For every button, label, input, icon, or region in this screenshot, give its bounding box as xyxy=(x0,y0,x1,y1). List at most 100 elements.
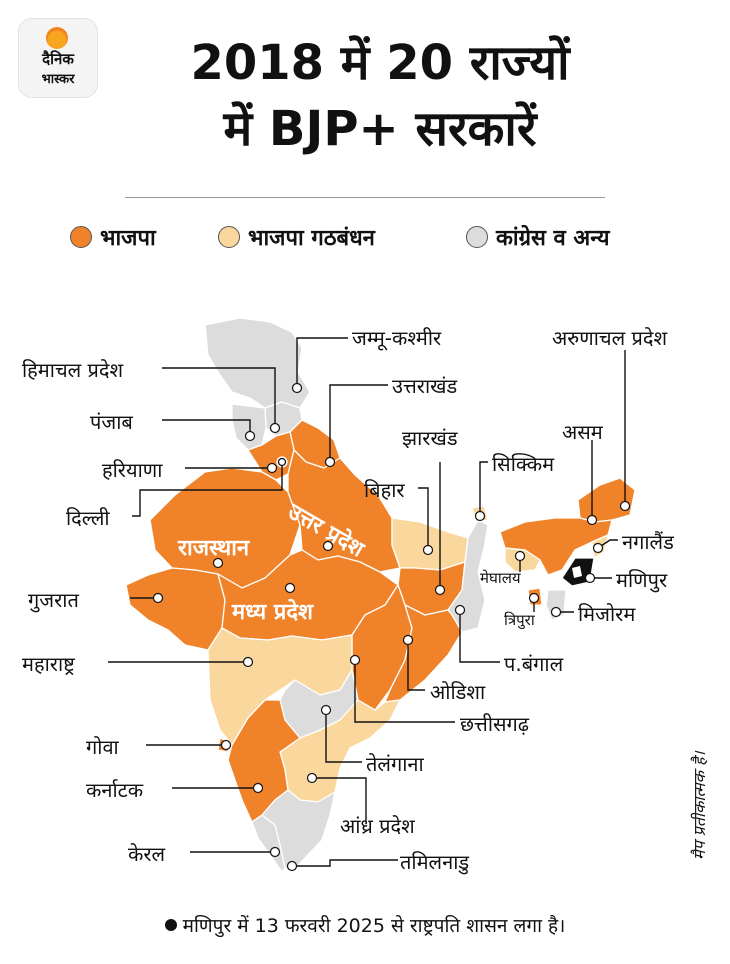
dot-delhi xyxy=(277,457,287,467)
dot-gujarat xyxy=(152,592,164,604)
leader-westbengal xyxy=(459,610,500,663)
label-kerala: केरल xyxy=(128,842,166,866)
label-meghalaya: मेघालय xyxy=(480,569,521,587)
dot-chhattisgarh xyxy=(349,654,361,666)
dot-tamilnadu xyxy=(286,860,298,872)
label-delhi: दिल्ली xyxy=(66,506,110,530)
legend-label-bjp: भाजपा xyxy=(100,226,156,251)
legend-swatch-bjp xyxy=(70,226,92,248)
label-andhra-pradesh: आंध्र प्रदेश xyxy=(340,814,415,838)
dot-himachal xyxy=(269,422,281,434)
state-bihar xyxy=(391,517,469,571)
dot-bihar xyxy=(422,544,434,556)
legend-item-congress-other: कांग्रेस व अन्य xyxy=(466,222,609,252)
onmap-label-rajasthan: राजस्थान xyxy=(178,536,250,561)
label-bihar: बिहार xyxy=(364,478,405,502)
bullet-icon xyxy=(164,919,177,931)
leader-andhra xyxy=(312,777,367,822)
dot-jk xyxy=(291,382,303,394)
legend-item-bjp: भाजपा xyxy=(70,222,156,252)
leader-uttarakhand xyxy=(329,384,388,462)
dot-mp xyxy=(284,582,296,594)
dot-kerala xyxy=(269,846,281,858)
legend-swatch-bjp-alliance xyxy=(218,226,240,248)
dot-nagaland xyxy=(592,542,604,554)
title-divider xyxy=(125,197,605,198)
leader-sikkim xyxy=(479,461,488,516)
dot-tripura xyxy=(528,592,540,604)
dot-assam xyxy=(586,514,598,526)
dot-meghalaya xyxy=(514,550,526,562)
dainik-bhaskar-logo: दैनिक भास्कर xyxy=(18,18,98,98)
dot-mizoram xyxy=(550,606,562,618)
label-odisha: ओडिशा xyxy=(430,680,486,704)
page-title: 2018 में 20 राज्यों में BJP+ सरकारें xyxy=(100,30,660,162)
leader-tamilnadu xyxy=(292,859,398,867)
legend-item-bjp-alliance: भाजपा गठबंधन xyxy=(218,222,375,252)
label-haryana: हरियाणा xyxy=(102,458,163,482)
sun-icon xyxy=(46,27,68,49)
state-odisha xyxy=(384,604,463,703)
label-punjab: पंजाब xyxy=(90,410,133,434)
leader-bihar xyxy=(418,487,429,550)
label-himachal-pradesh: हिमाचल प्रदेश xyxy=(22,358,124,382)
footnote: मणिपुर में 13 फरवरी 2025 से राष्ट्रपति श… xyxy=(0,912,730,938)
label-manipur: मणिपुर xyxy=(616,568,668,592)
state-arunachal-pradesh xyxy=(577,477,636,523)
state-karnataka xyxy=(227,699,301,823)
dot-jharkhand xyxy=(434,584,446,596)
dot-haryana xyxy=(266,462,278,474)
label-jammu-kashmir: जम्मू-कश्मीर xyxy=(352,326,442,350)
label-karnataka: कर्नाटक xyxy=(86,778,144,802)
map-disclaimer: मैप प्रतीकात्मक है। xyxy=(690,751,709,860)
leader-jk xyxy=(296,337,348,388)
label-arunachal-pradesh: अरुणाचल प्रदेश xyxy=(552,326,668,350)
label-jharkhand: झारखंड xyxy=(402,426,458,450)
state-jammu-kashmir xyxy=(204,317,311,409)
legend-swatch-congress-other xyxy=(466,226,488,248)
logo-text-line2: भास्कर xyxy=(41,72,75,87)
manipur-valley-mark xyxy=(572,566,582,578)
state-west-bengal xyxy=(447,519,489,633)
leader-punjab xyxy=(162,419,251,436)
leader-odisha xyxy=(407,640,425,691)
title-line-1: 2018 में 20 राज्यों xyxy=(190,35,570,91)
dot-manipur xyxy=(584,572,596,584)
dot-sikkim xyxy=(474,510,486,522)
label-tamil-nadu: तमिलनाडु xyxy=(400,850,470,874)
legend-label-bjp-alliance: भाजपा गठबंधन xyxy=(248,226,375,251)
dot-odisha xyxy=(402,634,414,646)
onmap-label-madhya-pradesh: मध्य प्रदेश xyxy=(232,600,314,625)
label-uttarakhand: उत्तराखंड xyxy=(392,374,458,398)
dot-maharashtra xyxy=(242,656,254,668)
dot-karnataka xyxy=(252,782,264,794)
leader-chhattisgarh xyxy=(354,660,455,723)
label-maharashtra: महाराष्ट्र xyxy=(22,652,75,676)
label-nagaland: नगालैंड xyxy=(622,530,674,554)
state-tamil-nadu xyxy=(261,789,336,873)
state-gujarat xyxy=(125,567,226,651)
dot-punjab xyxy=(244,430,256,442)
dot-up xyxy=(322,540,334,552)
label-tripura: त्रिपुरा xyxy=(504,611,535,629)
footnote-text: मणिपुर में 13 फरवरी 2025 से राष्ट्रपति श… xyxy=(182,915,566,937)
legend-label-congress-other: कांग्रेस व अन्य xyxy=(496,226,610,251)
label-sikkim: सिक्किम xyxy=(492,452,555,476)
title-line-2: में BJP+ सरकारें xyxy=(223,101,537,157)
dot-arunachal xyxy=(619,500,631,512)
dot-goa xyxy=(220,739,232,751)
logo-text-line1: दैनिक xyxy=(42,50,74,68)
label-telangana: तेलंगाना xyxy=(366,752,424,776)
dot-rajasthan xyxy=(212,557,224,569)
label-assam: असम xyxy=(562,420,603,444)
dot-andhra xyxy=(306,772,318,784)
label-west-bengal: प.बंगाल xyxy=(504,652,564,676)
leader-telangana xyxy=(325,710,362,763)
label-chhattisgarh: छत्तीसगढ़ xyxy=(460,712,530,736)
leader-himachal xyxy=(162,367,276,428)
state-punjab xyxy=(231,403,267,451)
leader-delhi xyxy=(132,462,283,517)
dot-telangana xyxy=(320,704,332,716)
label-mizoram: मिजोरम xyxy=(578,602,636,626)
